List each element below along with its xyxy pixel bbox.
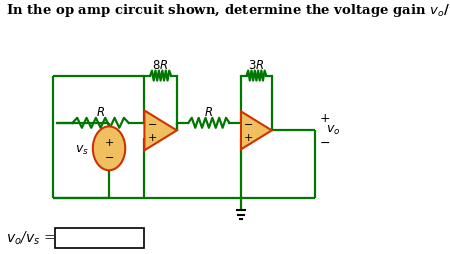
Text: $-$: $-$: [319, 136, 330, 149]
Text: $-$: $-$: [243, 118, 253, 128]
Text: $+$: $+$: [319, 112, 330, 125]
Text: $+$: $+$: [104, 137, 114, 148]
Polygon shape: [144, 110, 177, 150]
Circle shape: [93, 126, 125, 170]
Text: $R$: $R$: [96, 106, 105, 119]
Text: $v_s$: $v_s$: [76, 144, 89, 157]
Text: $+$: $+$: [147, 133, 157, 144]
FancyBboxPatch shape: [55, 228, 144, 248]
Text: $8R$: $8R$: [153, 59, 169, 72]
Text: In the op amp circuit shown, determine the voltage gain $v_o$/$v_s$.: In the op amp circuit shown, determine t…: [6, 2, 450, 19]
Text: $v_o$/$v_s$ =: $v_o$/$v_s$ =: [6, 229, 55, 247]
Polygon shape: [241, 112, 272, 149]
Text: $-$: $-$: [147, 118, 157, 128]
Text: $v_o$: $v_o$: [326, 124, 340, 137]
Text: $-$: $-$: [104, 151, 114, 161]
Text: $3R$: $3R$: [248, 59, 265, 72]
Text: $+$: $+$: [243, 132, 253, 143]
Text: $R$: $R$: [204, 106, 213, 119]
